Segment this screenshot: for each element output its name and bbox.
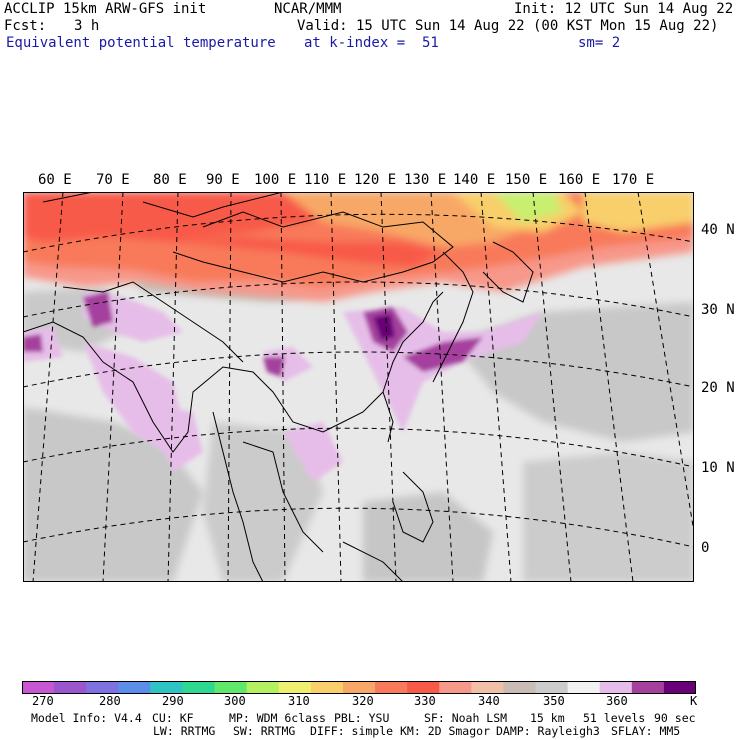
colorbar-swatch	[567, 681, 601, 694]
footer-levels: 51 levels	[583, 711, 646, 725]
model-title: ACCLIP 15km ARW-GFS init	[4, 1, 207, 17]
colorbar-frame	[22, 681, 696, 694]
footer-damp: DAMP: Rayleigh3	[496, 724, 600, 738]
lon-label: 110 E	[304, 172, 347, 188]
colorbar-unit: K	[690, 694, 698, 708]
footer-km: KM: 2D Smagor	[400, 724, 491, 738]
colorbar-swatch	[118, 681, 151, 694]
lat-label: 10 N	[701, 460, 735, 476]
colorbar-tick: 350	[543, 694, 565, 708]
colorbar-swatch	[22, 681, 55, 694]
colorbar-tick: 290	[162, 694, 184, 708]
lon-label: 140 E	[453, 172, 496, 188]
lon-label: 130 E	[404, 172, 447, 188]
map-frame	[23, 192, 694, 582]
level-label: at k-index = 51	[304, 35, 439, 51]
colorbar-tick: 310	[288, 694, 310, 708]
colorbar-tick: 320	[352, 694, 374, 708]
lon-label: 70 E	[96, 172, 130, 188]
lon-label: 160 E	[558, 172, 601, 188]
colorbar-swatch	[54, 681, 87, 694]
colorbar-tick: 360	[606, 694, 628, 708]
forecast-hour: 3 h	[74, 18, 100, 34]
colorbar-swatch	[278, 681, 312, 694]
colorbar-tick: 330	[414, 694, 436, 708]
colorbar-swatch	[86, 681, 119, 694]
colorbar-swatch	[535, 681, 569, 694]
forecast-label: Fcst:	[4, 18, 47, 34]
colorbar-swatch	[663, 681, 696, 694]
footer-sf: SF: Noah LSM	[424, 711, 508, 725]
lon-label: 90 E	[206, 172, 240, 188]
footer-model-info: Model Info: V4.4	[31, 711, 142, 725]
field-name: Equivalent potential temperature	[6, 35, 276, 51]
colorbar-tick: 300	[224, 694, 246, 708]
colorbar-tick: 340	[478, 694, 500, 708]
smoothing-label: sm= 2	[578, 35, 621, 51]
colorbar-swatch	[599, 681, 633, 694]
footer-sflay: SFLAY: MM5	[611, 724, 681, 738]
footer-mp: MP: WDM 6class	[229, 711, 326, 725]
footer-resolution: 15 km	[530, 711, 565, 725]
colorbar-swatch	[407, 681, 440, 694]
footer-sw: SW: RRTMG	[233, 724, 296, 738]
graticule	[23, 192, 694, 582]
init-time: Init: 12 UTC Sun 14 Aug 22	[514, 1, 734, 17]
footer-lw: LW: RRTMG	[153, 724, 216, 738]
colorbar-swatch	[471, 681, 504, 694]
colorbar-swatch	[246, 681, 280, 694]
colorbar-swatch	[310, 681, 344, 694]
lat-label: 40 N	[701, 222, 735, 238]
field-purple-zones	[23, 292, 543, 482]
valid-time: Valid: 15 UTC Sun 14 Aug 22 (00 KST Mon …	[297, 18, 719, 34]
footer-diff: DIFF: simple	[310, 724, 394, 738]
field-warm-band	[23, 192, 694, 302]
footer-timestep: 90 sec	[654, 711, 696, 725]
colorbar-swatch	[214, 681, 248, 694]
lat-label: 30 N	[701, 302, 735, 318]
colorbar-swatch	[150, 681, 183, 694]
lat-label: 0	[701, 540, 710, 556]
lon-label: 150 E	[505, 172, 548, 188]
lon-label: 100 E	[254, 172, 297, 188]
lon-label: 80 E	[153, 172, 187, 188]
colorbar-swatch	[631, 681, 665, 694]
colorbar-tick: 270	[32, 694, 54, 708]
footer-cu: CU: KF	[152, 711, 194, 725]
colorbar-swatch	[503, 681, 537, 694]
colorbar-swatch	[342, 681, 376, 694]
lon-label: 120 E	[354, 172, 397, 188]
lat-label: 20 N	[701, 380, 735, 396]
footer-pbl: PBL: YSU	[334, 711, 390, 725]
center-label: NCAR/MMM	[274, 1, 342, 17]
lon-label: 60 E	[38, 172, 72, 188]
lon-label: 170 E	[612, 172, 655, 188]
colorbar-swatch	[375, 681, 408, 694]
coastlines	[23, 192, 534, 582]
theta-e-map	[23, 192, 694, 582]
colorbar-swatch	[182, 681, 216, 694]
colorbar-tick: 280	[99, 694, 121, 708]
colorbar-swatch	[439, 681, 472, 694]
colorbar	[22, 681, 696, 694]
